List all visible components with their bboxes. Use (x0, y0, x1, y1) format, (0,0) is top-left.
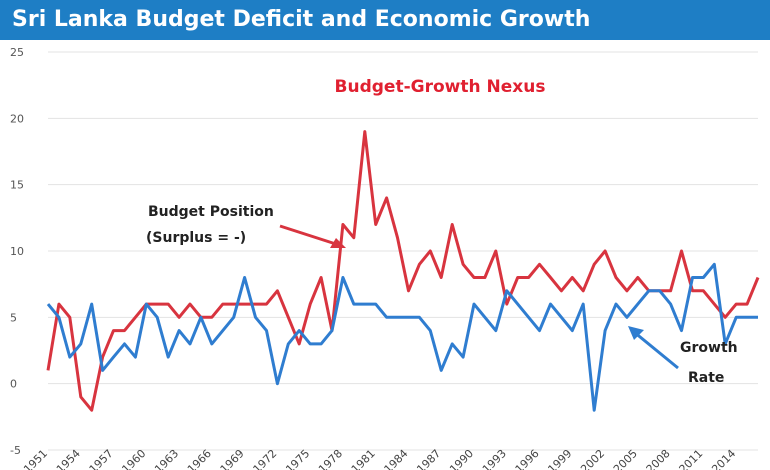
growth-rate-series-line (46, 262, 758, 412)
x-tick-label: 1951 (21, 447, 50, 470)
y-tick-label: 0 (10, 378, 17, 391)
growth-annotation-line1: Growth (680, 340, 738, 356)
growth-arrowhead-icon (628, 326, 644, 340)
budget-arrowhead-icon (330, 238, 346, 248)
annotations: Budget Position (Surplus = -) Growth Rat… (146, 204, 738, 386)
chart-subtitle: Budget-Growth Nexus (335, 77, 546, 97)
y-tick-label: 15 (10, 179, 24, 192)
budget-annotation-arrow (279, 224, 343, 248)
budget-annotation-line1: Budget Position (148, 204, 274, 220)
chart-title: Sri Lanka Budget Deficit and Economic Gr… (0, 0, 770, 40)
y-axis: 25 20 15 10 5 0 -5 (10, 46, 24, 457)
y-tick-label: 10 (10, 245, 24, 258)
y-tick-label: 20 (10, 112, 24, 125)
gridlines (48, 51, 758, 451)
y-tick-label: 5 (10, 311, 17, 324)
budget-position-series-line (46, 130, 760, 412)
growth-annotation-arrow (633, 330, 679, 370)
series-lines (46, 130, 760, 412)
y-tick-label: -5 (10, 444, 21, 457)
growth-annotation-line2: Rate (688, 370, 724, 386)
y-tick-label: 25 (10, 46, 24, 59)
budget-annotation-line2: (Surplus = -) (146, 230, 246, 246)
